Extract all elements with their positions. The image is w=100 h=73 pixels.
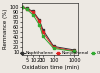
Nonylphenol [33,12,34,13]
Nonylphenol [53,47,54,48]
Chloroform [26,9,28,10]
Naphthalene [74,49,75,50]
Naphthalene [39,19,40,20]
Naphthalene [53,46,54,47]
X-axis label: Oxidation time (min): Oxidation time (min) [22,65,79,69]
Chloroform [74,51,75,52]
Nonylphenol [39,21,40,22]
Nonylphenol [22,7,23,8]
Legend: Naphthalene, Nonylphenol, Chloroform: Naphthalene, Nonylphenol, Chloroform [20,51,100,55]
Naphthalene [42,29,44,30]
Line: Naphthalene: Naphthalene [21,6,76,51]
Naphthalene [22,7,23,8]
Line: Nonylphenol: Nonylphenol [21,6,76,52]
Y-axis label: Remnance (%): Remnance (%) [4,9,8,49]
Line: Chloroform: Chloroform [21,6,76,53]
Naphthalene [26,8,28,9]
Chloroform [42,36,44,37]
Nonylphenol [42,32,44,33]
Chloroform [22,7,23,8]
Chloroform [53,48,54,49]
Naphthalene [33,11,34,12]
